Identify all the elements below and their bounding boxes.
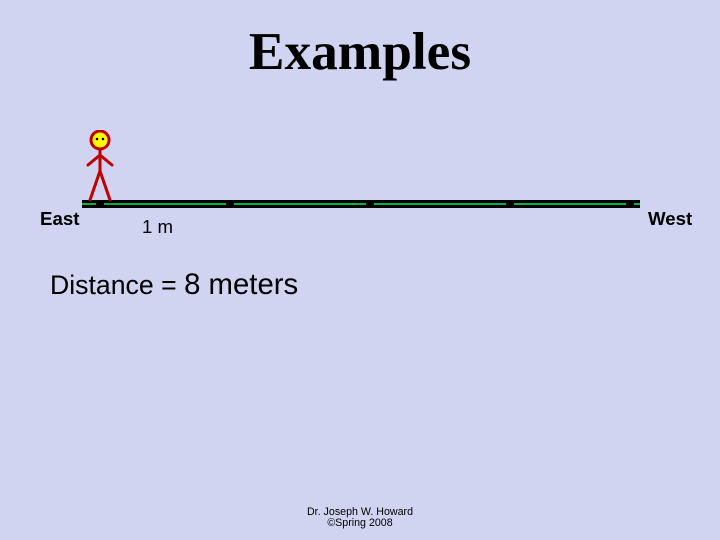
tick-mark <box>366 200 374 208</box>
slide-title: Examples <box>0 20 720 82</box>
east-label: East <box>40 208 79 230</box>
west-label: West <box>648 208 692 230</box>
stick-figure-icon <box>80 130 120 210</box>
footer-copyright: ©Spring 2008 <box>0 518 720 530</box>
number-line-highlight <box>82 203 640 205</box>
distance-value: 8 meters <box>184 268 298 301</box>
tick-mark <box>506 200 514 208</box>
tick-mark <box>226 200 234 208</box>
unit-label: 1 m <box>142 216 173 238</box>
distance-readout: Distance = 8 meters <box>50 268 298 302</box>
footer: Dr. Joseph W. Howard ©Spring 2008 <box>0 507 720 530</box>
slide: Examples East West 1 m Distance = 8 mete… <box>0 0 720 540</box>
tick-mark <box>626 200 634 208</box>
distance-prefix: Distance = <box>50 270 184 300</box>
